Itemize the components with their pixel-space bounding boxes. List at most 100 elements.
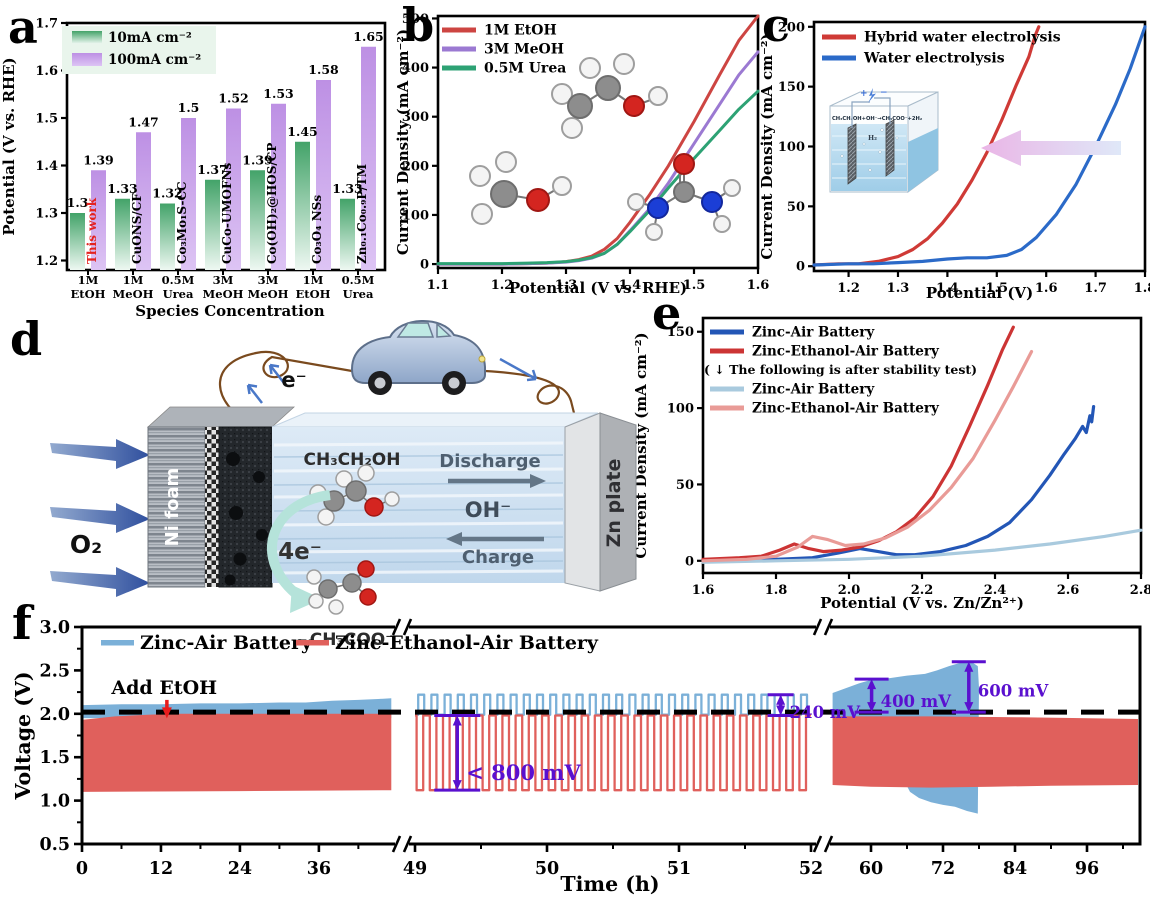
panel-a-label: a	[8, 0, 38, 54]
charge-label: Charge	[462, 547, 534, 568]
svg-text:Current Density (mA cm⁻²): Current Density (mA cm⁻²)	[758, 33, 776, 259]
four-electron-label: 4e⁻	[278, 539, 322, 565]
svg-text:3.0: 3.0	[40, 618, 70, 638]
hydroxide-label: OH⁻	[465, 498, 512, 522]
svg-text:Co₃Mo₁S-CC: Co₃Mo₁S-CC	[175, 181, 189, 264]
svg-text:51: 51	[667, 859, 691, 879]
chart-c: 1.2 1.3 1.4 1.5 1.6 1.7 1.8 0 50 100 150 200 Potenti…	[758, 20, 1150, 302]
svg-text:Current Density (mA cm⁻²): Current Density (mA cm⁻²)	[394, 29, 412, 255]
svg-text:1.32: 1.32	[152, 186, 182, 201]
electron-transfer-arrowhead	[290, 585, 322, 613]
discharge-label: Discharge	[439, 451, 540, 472]
a-bar-100-0	[91, 170, 106, 270]
svg-text:1.3: 1.3	[67, 195, 89, 210]
a-bar-100-3	[226, 108, 241, 270]
svg-text:Urea: Urea	[163, 287, 194, 301]
svg-text:1.2: 1.2	[491, 278, 514, 293]
a-bar-100-6	[361, 46, 376, 270]
a-bar-10-1	[115, 198, 130, 270]
inset-reaction-label: CH₃CH₂OH+OH⁻→CH₃COO⁻+2H₂	[832, 116, 922, 122]
svg-text:Voltage (V): Voltage (V)	[11, 671, 35, 800]
svg-text:< 800 mV: < 800 mV	[466, 760, 581, 785]
svg-text:Zinc-Ethanol-Air Battery: Zinc-Ethanol-Air Battery	[752, 344, 940, 360]
svg-text:CuCo-UMOFNs: CuCo-UMOFNs	[220, 163, 234, 265]
svg-text:1M: 1M	[303, 273, 324, 287]
svg-text:400: 400	[402, 61, 429, 76]
svg-text:1.1: 1.1	[427, 278, 450, 293]
svg-text:150: 150	[667, 325, 694, 340]
svg-text:2.2: 2.2	[911, 583, 934, 598]
svg-text:1.7: 1.7	[35, 17, 58, 32]
a-bar-10-3	[205, 179, 220, 270]
a-bar-100-2	[181, 118, 196, 270]
ethanol-molecule	[309, 464, 400, 526]
svg-text:100: 100	[667, 402, 694, 417]
svg-text:Co(OH)₂@HOS/CP: Co(OH)₂@HOS/CP	[265, 143, 279, 264]
o2-label: O₂	[70, 530, 102, 559]
svg-text:400 mV: 400 mV	[881, 692, 953, 711]
svg-text:0.5M: 0.5M	[342, 273, 375, 287]
c-legend: Hybrid water electrolysis Water electroly…	[822, 30, 1061, 67]
e-axes: 1.6 1.8 2.0 2.2 2.4 2.6 2.8 0 50 100 150 Potential …	[632, 316, 1150, 612]
b-series	[436, 14, 760, 266]
f-zinc-ethanol-band-3	[832, 716, 1138, 788]
svg-text:1.6: 1.6	[35, 64, 58, 79]
svg-text:1.5: 1.5	[35, 112, 58, 127]
svg-text:1.4: 1.4	[936, 281, 959, 296]
electrolysis-cell-inset: CH₃CH₂OH+OH⁻→CH₃COO⁻+2H₂ + − H₂	[829, 88, 939, 193]
discharge-arrow	[448, 474, 546, 488]
potential-shift-arrow	[981, 130, 1121, 166]
svg-text:36: 36	[307, 859, 331, 879]
svg-text:MeOH: MeOH	[203, 287, 244, 301]
inset-minus-terminal: −	[880, 88, 888, 98]
a-bar-10-0	[70, 213, 85, 270]
svg-text:300: 300	[402, 110, 429, 125]
svg-text:3M MeOH: 3M MeOH	[484, 42, 564, 58]
circuit-wire	[218, 350, 579, 426]
f-annotations: Add EtOH < 800 mV 240 mV 400 mV 600 mV	[110, 660, 1049, 792]
panel-d-label: d	[10, 312, 43, 366]
svg-text:Zn₀.₁Co₀.₉P/TM: Zn₀.₁Co₀.₉P/TM	[355, 164, 369, 264]
svg-text:100mA cm⁻²: 100mA cm⁻²	[108, 52, 201, 68]
svg-text:0.5M Urea: 0.5M Urea	[484, 61, 566, 77]
panel-f-label: f	[12, 596, 32, 650]
svg-text:1.6: 1.6	[1035, 281, 1058, 296]
svg-text:1.52: 1.52	[218, 91, 248, 106]
svg-text:1.5: 1.5	[985, 281, 1008, 296]
b-axes: 1.1 1.2 1.3 1.4 1.5 1.6 0 100 200 300 400 500 Potent…	[394, 12, 769, 297]
chart-e: 1.6 1.8 2.0 2.2 2.4 2.6 2.8 0 50 100 150 Potential …	[632, 316, 1150, 612]
inset-cathode	[885, 119, 895, 177]
a-bar-100-4	[271, 103, 286, 270]
svg-text:1M: 1M	[123, 273, 144, 287]
svg-text:1.6: 1.6	[692, 583, 715, 598]
f-axes: 0.5 1.0 1.5 2.0 2.5 3.0 0 12 24 36 49 50 51 52 60 72 84 9…	[11, 618, 1142, 896]
svg-text:10mA cm⁻²: 10mA cm⁻²	[108, 30, 192, 46]
svg-text:Zinc-Air Battery: Zinc-Air Battery	[752, 382, 875, 398]
svg-text:1.6: 1.6	[747, 278, 770, 293]
svg-text:EtOH: EtOH	[71, 287, 106, 301]
svg-text:1.3: 1.3	[35, 207, 58, 222]
panel-c-label: c	[762, 0, 791, 52]
lightning-icon	[868, 88, 876, 103]
panel-e-label: e	[652, 286, 682, 340]
svg-text:1.2: 1.2	[837, 281, 860, 296]
acetate-molecule	[306, 560, 377, 615]
svg-text:Time (h): Time (h)	[560, 872, 659, 896]
car-icon	[350, 320, 486, 395]
urea-molecule-b	[627, 153, 741, 241]
svg-text:MeOH: MeOH	[113, 287, 154, 301]
svg-text:1.53: 1.53	[263, 86, 293, 101]
svg-text:49: 49	[403, 859, 427, 879]
svg-text:1.33: 1.33	[107, 181, 137, 196]
svg-text:1.3: 1.3	[555, 278, 578, 293]
svg-text:1.2: 1.2	[35, 254, 58, 269]
svg-text:1.8: 1.8	[1134, 281, 1150, 296]
svg-text:1.5: 1.5	[40, 748, 70, 768]
inset-plus-terminal: +	[860, 89, 868, 99]
chart-f: 0.5 1.0 1.5 2.0 2.5 3.0 0 12 24 36 49 50 51 52 60 72 84 9…	[11, 618, 1142, 896]
e-series-2	[701, 528, 1143, 564]
svg-text:84: 84	[1003, 859, 1027, 879]
a-bar-10-2	[160, 203, 175, 270]
